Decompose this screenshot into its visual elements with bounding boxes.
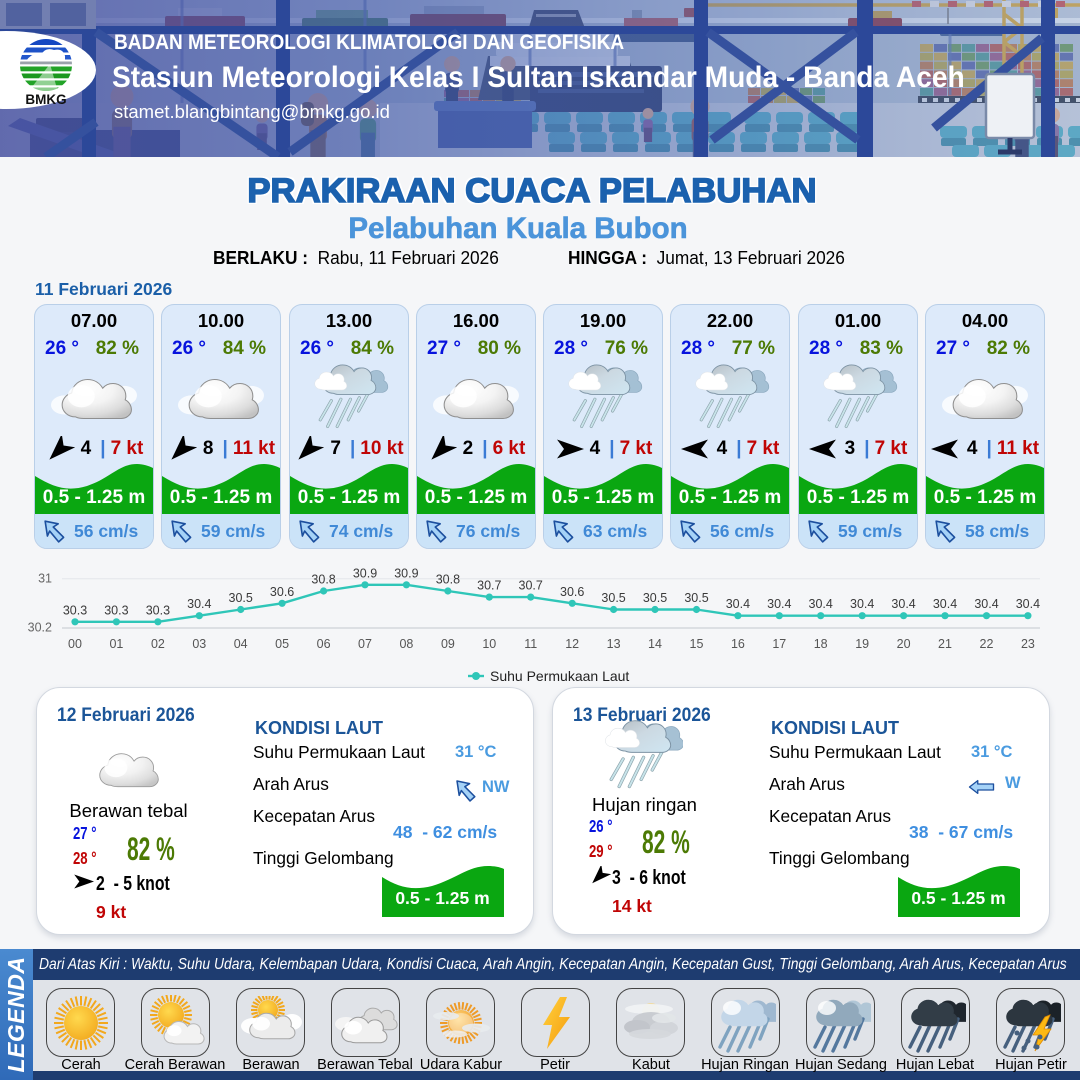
svg-text:06: 06 [317,637,331,651]
svg-text:14: 14 [648,637,662,651]
svg-text:31: 31 [38,572,52,586]
svg-text:19: 19 [855,637,869,651]
svg-text:30.4: 30.4 [933,597,957,611]
svg-text:20: 20 [897,637,911,651]
svg-text:12: 12 [565,637,579,651]
svg-text:07: 07 [358,637,372,651]
svg-text:30.5: 30.5 [643,591,667,605]
svg-text:30.4: 30.4 [974,597,998,611]
svg-text:30.4: 30.4 [891,597,915,611]
svg-text:13: 13 [607,637,621,651]
svg-text:30.5: 30.5 [684,591,708,605]
svg-text:30.9: 30.9 [394,566,418,580]
svg-text:09: 09 [441,637,455,651]
svg-text:30.4: 30.4 [809,597,833,611]
svg-text:30.4: 30.4 [1016,597,1040,611]
svg-text:03: 03 [192,637,206,651]
svg-text:30.4: 30.4 [726,597,750,611]
svg-text:30.6: 30.6 [560,585,584,599]
svg-text:01: 01 [109,637,123,651]
svg-text:23: 23 [1021,637,1035,651]
svg-text:00: 00 [68,637,82,651]
svg-text:30.4: 30.4 [850,597,874,611]
svg-text:15: 15 [690,637,704,651]
svg-text:30.6: 30.6 [270,585,294,599]
svg-text:17: 17 [772,637,786,651]
svg-text:30.9: 30.9 [353,566,377,580]
svg-text:30.4: 30.4 [767,597,791,611]
svg-text:30.8: 30.8 [436,573,460,587]
svg-text:08: 08 [399,637,413,651]
svg-text:18: 18 [814,637,828,651]
svg-text:10: 10 [482,637,496,651]
svg-text:30.4: 30.4 [187,597,211,611]
svg-text:30.3: 30.3 [146,603,170,617]
svg-text:04: 04 [234,637,248,651]
svg-text:16: 16 [731,637,745,651]
svg-text:02: 02 [151,637,165,651]
svg-text:11: 11 [524,637,537,651]
svg-text:22: 22 [980,637,994,651]
svg-text:30.7: 30.7 [477,579,501,593]
svg-text:05: 05 [275,637,289,651]
svg-text:30.5: 30.5 [229,591,253,605]
svg-text:21: 21 [938,637,952,651]
svg-text:30.2: 30.2 [28,621,52,635]
svg-text:30.3: 30.3 [104,603,128,617]
svg-text:30.5: 30.5 [601,591,625,605]
svg-text:Suhu Permukaan Laut: Suhu Permukaan Laut [490,668,629,684]
svg-text:BMKG: BMKG [25,92,66,107]
svg-text:30.3: 30.3 [63,603,87,617]
svg-text:30.7: 30.7 [519,579,543,593]
svg-text:30.8: 30.8 [311,573,335,587]
